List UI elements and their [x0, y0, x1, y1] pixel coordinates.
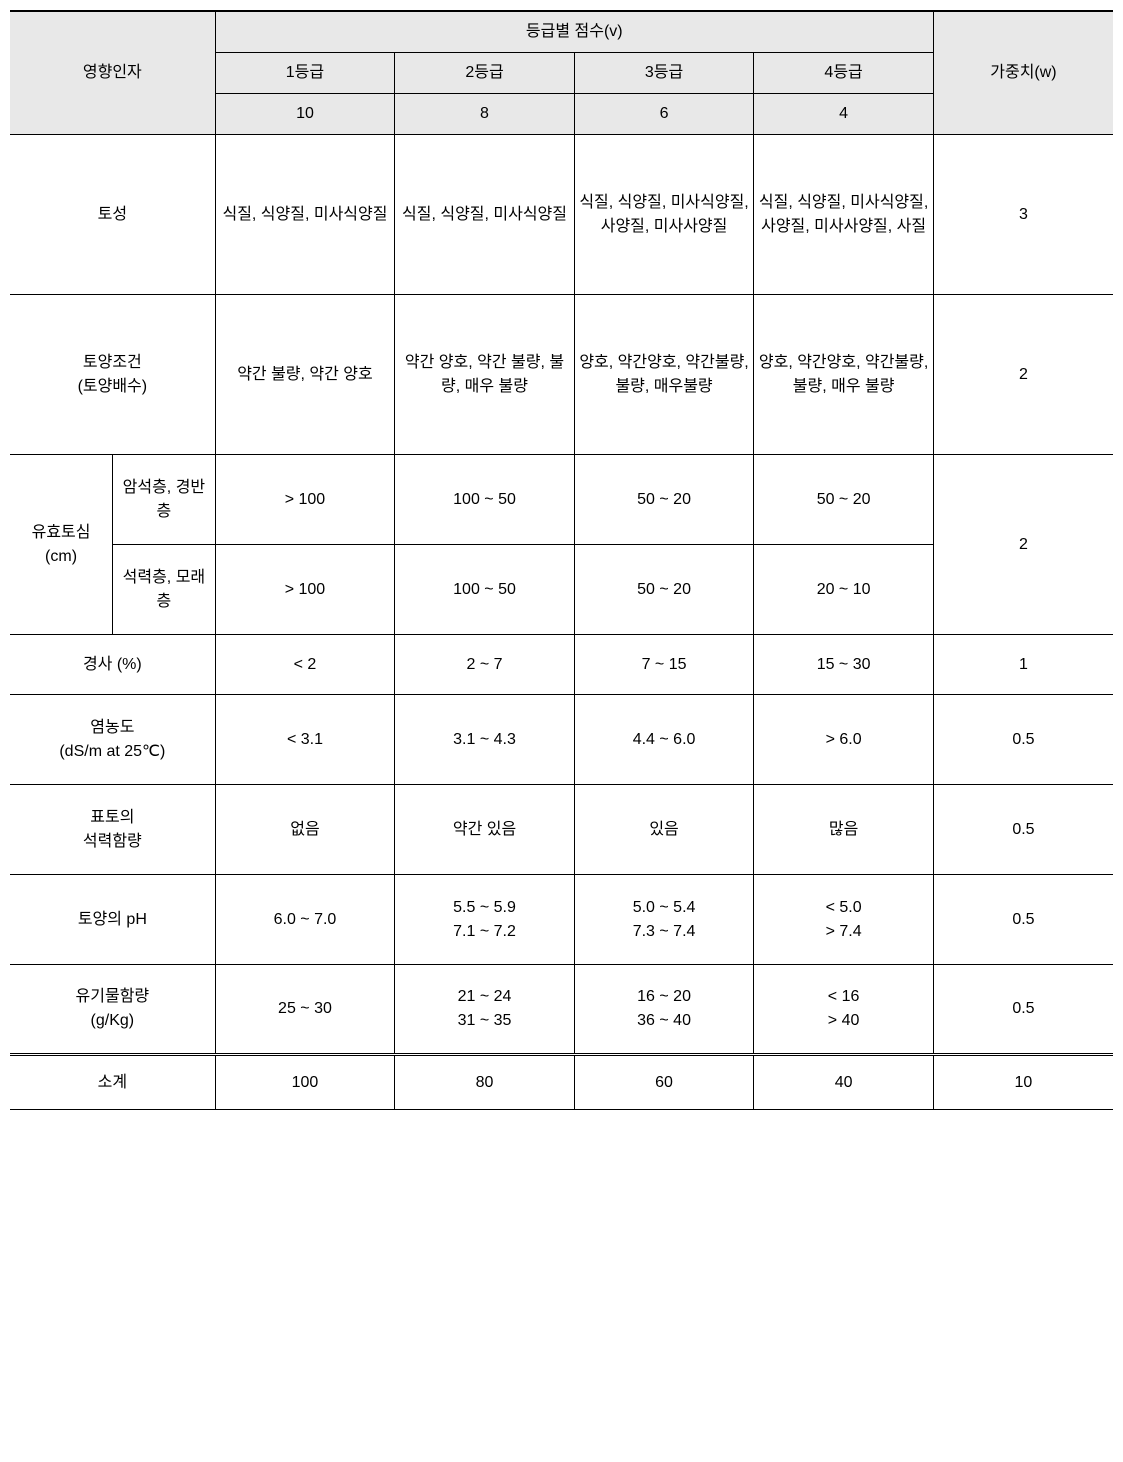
cell: 16 ~ 2036 ~ 40 — [574, 965, 754, 1055]
cell: 있음 — [574, 785, 754, 875]
cell: 80 — [395, 1055, 575, 1110]
grade1-header: 1등급 — [215, 53, 395, 94]
row-sublabel: 암석층, 경반층 — [113, 455, 216, 545]
cell: 100 ~ 50 — [395, 455, 575, 545]
weight-cell: 2 — [933, 295, 1113, 455]
weight-cell: 0.5 — [933, 875, 1113, 965]
cell: > 6.0 — [754, 695, 934, 785]
cell: 식질, 식양질, 미사식양질 — [215, 135, 395, 295]
cell: 양호, 약간양호, 약간불량, 불량, 매우 불량 — [754, 295, 934, 455]
row-label: 유효토심(cm) — [10, 455, 113, 635]
row-label: 유기물함량(g/Kg) — [10, 965, 215, 1055]
row-label: 토양조건(토양배수) — [10, 295, 215, 455]
cell: 약간 불량, 약간 양호 — [215, 295, 395, 455]
cell: 50 ~ 20 — [574, 545, 754, 635]
table-row: 토성 식질, 식양질, 미사식양질 식질, 식양질, 미사식양질 식질, 식양질… — [10, 135, 1113, 295]
weight-cell: 2 — [933, 455, 1113, 635]
cell: 50 ~ 20 — [574, 455, 754, 545]
row-label: 토성 — [10, 135, 215, 295]
grade3-header: 3등급 — [574, 53, 754, 94]
cell: 많음 — [754, 785, 934, 875]
row-label: 표토의석력함량 — [10, 785, 215, 875]
cell: < 3.1 — [215, 695, 395, 785]
subtotal-row: 소계 100 80 60 40 10 — [10, 1055, 1113, 1110]
table-row: 토양의 pH 6.0 ~ 7.0 5.5 ~ 5.97.1 ~ 7.2 5.0 … — [10, 875, 1113, 965]
cell: < 2 — [215, 635, 395, 695]
cell: 4.4 ~ 6.0 — [574, 695, 754, 785]
table-row: 유효토심(cm) 암석층, 경반층 > 100 100 ~ 50 50 ~ 20… — [10, 455, 1113, 545]
weight-cell: 1 — [933, 635, 1113, 695]
cell: 식질, 식양질, 미사식양질, 사양질, 미사사양질, 사질 — [754, 135, 934, 295]
row-label: 경사 (%) — [10, 635, 215, 695]
score1-header: 10 — [215, 94, 395, 135]
cell: 5.0 ~ 5.47.3 ~ 7.4 — [574, 875, 754, 965]
cell: 21 ~ 2431 ~ 35 — [395, 965, 575, 1055]
weight-cell: 0.5 — [933, 695, 1113, 785]
cell: 15 ~ 30 — [754, 635, 934, 695]
cell: < 16> 40 — [754, 965, 934, 1055]
cell: > 100 — [215, 455, 395, 545]
subtotal-label: 소계 — [10, 1055, 215, 1110]
cell: 25 ~ 30 — [215, 965, 395, 1055]
cell: 100 ~ 50 — [395, 545, 575, 635]
score2-header: 8 — [395, 94, 575, 135]
table-row: 염농도(dS/m at 25℃) < 3.1 3.1 ~ 4.3 4.4 ~ 6… — [10, 695, 1113, 785]
grade4-header: 4등급 — [754, 53, 934, 94]
row-sublabel: 석력층, 모래층 — [113, 545, 216, 635]
weight-cell: 0.5 — [933, 785, 1113, 875]
weight-header: 가중치(w) — [933, 11, 1113, 135]
cell: 2 ~ 7 — [395, 635, 575, 695]
cell: 5.5 ~ 5.97.1 ~ 7.2 — [395, 875, 575, 965]
score4-header: 4 — [754, 94, 934, 135]
cell: 100 — [215, 1055, 395, 1110]
cell: 20 ~ 10 — [754, 545, 934, 635]
cell: 50 ~ 20 — [754, 455, 934, 545]
cell: 6.0 ~ 7.0 — [215, 875, 395, 965]
grade2-header: 2등급 — [395, 53, 575, 94]
row-label: 염농도(dS/m at 25℃) — [10, 695, 215, 785]
table-row: 유기물함량(g/Kg) 25 ~ 30 21 ~ 2431 ~ 35 16 ~ … — [10, 965, 1113, 1055]
cell: < 5.0> 7.4 — [754, 875, 934, 965]
table-header: 영향인자 등급별 점수(v) 가중치(w) 1등급 2등급 3등급 4등급 10… — [10, 11, 1113, 135]
cell: > 100 — [215, 545, 395, 635]
score-group-header: 등급별 점수(v) — [215, 11, 933, 53]
cell: 7 ~ 15 — [574, 635, 754, 695]
grading-table: 영향인자 등급별 점수(v) 가중치(w) 1등급 2등급 3등급 4등급 10… — [10, 10, 1113, 1110]
table-row: 경사 (%) < 2 2 ~ 7 7 ~ 15 15 ~ 30 1 — [10, 635, 1113, 695]
weight-cell: 10 — [933, 1055, 1113, 1110]
row-label: 토양의 pH — [10, 875, 215, 965]
cell: 없음 — [215, 785, 395, 875]
weight-cell: 3 — [933, 135, 1113, 295]
cell: 60 — [574, 1055, 754, 1110]
cell: 40 — [754, 1055, 934, 1110]
table-row: 토양조건(토양배수) 약간 불량, 약간 양호 약간 양호, 약간 불량, 불량… — [10, 295, 1113, 455]
cell: 3.1 ~ 4.3 — [395, 695, 575, 785]
score3-header: 6 — [574, 94, 754, 135]
weight-cell: 0.5 — [933, 965, 1113, 1055]
cell: 양호, 약간양호, 약간불량, 불량, 매우불량 — [574, 295, 754, 455]
cell: 식질, 식양질, 미사식양질, 사양질, 미사사양질 — [574, 135, 754, 295]
factor-header: 영향인자 — [10, 11, 215, 135]
cell: 식질, 식양질, 미사식양질 — [395, 135, 575, 295]
table-body: 토성 식질, 식양질, 미사식양질 식질, 식양질, 미사식양질 식질, 식양질… — [10, 135, 1113, 1110]
cell: 약간 양호, 약간 불량, 불량, 매우 불량 — [395, 295, 575, 455]
cell: 약간 있음 — [395, 785, 575, 875]
table-row: 표토의석력함량 없음 약간 있음 있음 많음 0.5 — [10, 785, 1113, 875]
